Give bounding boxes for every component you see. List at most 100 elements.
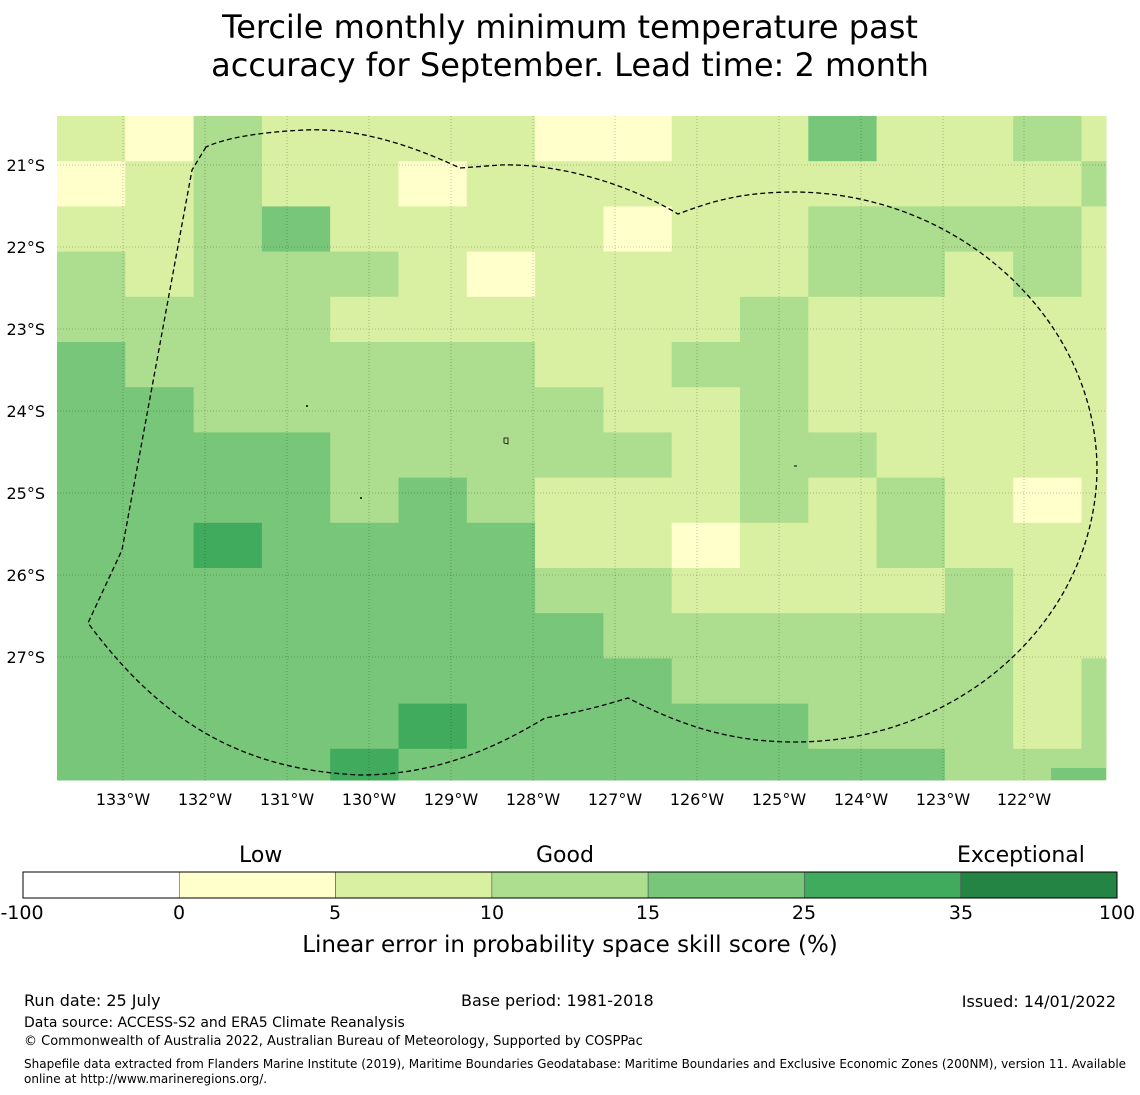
grid-cell (535, 116, 604, 162)
colorbar (22, 871, 1118, 899)
grid-cell (535, 342, 604, 388)
grid-cell (740, 387, 809, 433)
grid-cell (808, 568, 878, 614)
grid-cell (944, 748, 1014, 781)
grid-cell (193, 477, 263, 524)
colorbar-tick: 0 (172, 902, 186, 924)
latitude-label: 22°S (6, 238, 45, 257)
grid-cell (193, 432, 263, 479)
grid-cell (535, 522, 604, 569)
grid-cell (57, 432, 126, 479)
grid-cell (944, 703, 1014, 750)
longitude-label: 123°W (916, 790, 971, 809)
grid-cell (671, 161, 741, 207)
map-title: Tercile monthly minimum temperature past… (0, 8, 1140, 84)
grid-cell (671, 568, 741, 614)
grid-cell (603, 387, 673, 433)
grid-cell (1013, 387, 1082, 433)
grid-cell (398, 477, 468, 524)
grid-cell (535, 703, 604, 750)
longitude-label: 122°W (997, 790, 1052, 809)
grid-cell (466, 251, 536, 298)
colorbar-tick: 5 (328, 902, 342, 924)
grid-cell (671, 251, 741, 298)
grid-cell (603, 658, 673, 705)
grid-cell (944, 613, 1014, 659)
grid-cell (193, 161, 263, 207)
colorbar-label: Linear error in probability space skill … (302, 932, 838, 958)
islands (306, 405, 797, 499)
colorbar-tick: 100 (1098, 902, 1136, 924)
grid-cell (261, 161, 331, 207)
grid-cell (535, 748, 604, 781)
longitude-label: 125°W (752, 790, 807, 809)
graticule (57, 116, 1106, 780)
grid-cell (398, 251, 468, 298)
grid-cell (535, 251, 604, 298)
grid-cell (808, 161, 878, 207)
grid-cell (1013, 206, 1082, 253)
grid-cell (125, 703, 195, 750)
grid-cell (330, 296, 399, 343)
grid-cell (57, 296, 126, 343)
grid-cell (466, 387, 536, 433)
grid-cell (330, 342, 399, 388)
grid-cell (261, 251, 331, 298)
grid-cell (330, 658, 399, 705)
grid-cell (125, 251, 195, 298)
grid-cell (808, 116, 878, 162)
grid-cell (466, 116, 536, 162)
grid-cell (876, 161, 946, 207)
grid-cell (1013, 116, 1082, 162)
grid-cell (125, 568, 195, 614)
latitude-label: 25°S (6, 484, 45, 503)
grid-cell (57, 251, 126, 298)
grid-cell (57, 613, 126, 659)
grid-cell (740, 206, 809, 253)
grid-cell (466, 432, 536, 479)
run-date: Run date: 25 July (24, 991, 161, 1010)
grid-cell (1013, 161, 1082, 207)
grid-cell (193, 703, 263, 750)
longitude-label: 133°W (96, 790, 151, 809)
grid-cell (808, 387, 878, 433)
longitude-label: 126°W (670, 790, 725, 809)
grid-cell (603, 251, 673, 298)
grid-cell (125, 116, 195, 162)
grid-cell (330, 116, 399, 162)
grid-cell (398, 296, 468, 343)
colorbar-segment (647, 871, 805, 899)
legend-category-exceptional: Exceptional (957, 843, 1085, 868)
grid-cell (1081, 116, 1107, 162)
grid-cell (466, 206, 536, 253)
grid-cell (125, 477, 195, 524)
grid-cell (740, 477, 809, 524)
longitude-label: 131°W (260, 790, 315, 809)
grid-cell (603, 296, 673, 343)
eez-boundary (87, 129, 1098, 776)
grid-cell (1013, 703, 1082, 750)
grid-cell (535, 432, 604, 479)
grid-cell (944, 568, 1014, 614)
grid-cell (535, 477, 604, 524)
grid-cell (466, 342, 536, 388)
grid-cell (671, 432, 741, 479)
grid-cell (671, 477, 741, 524)
grid-cell (603, 161, 673, 207)
grid-cell (876, 432, 946, 479)
grid-cell (466, 296, 536, 343)
colorbar-tick: -100 (0, 902, 44, 924)
grid-cell (330, 161, 399, 207)
grid-cell (740, 522, 809, 569)
grid-cell (808, 748, 878, 781)
grid-cell (57, 116, 126, 162)
grid-cell (603, 703, 673, 750)
grid-cell (603, 613, 673, 659)
grid-cell (125, 161, 195, 207)
longitude-label: 132°W (178, 790, 233, 809)
grid-cell (398, 658, 468, 705)
grid-cell (808, 477, 878, 524)
grid-cell (261, 748, 331, 781)
grid-cell (1013, 568, 1082, 614)
grid-cell (1081, 161, 1107, 207)
